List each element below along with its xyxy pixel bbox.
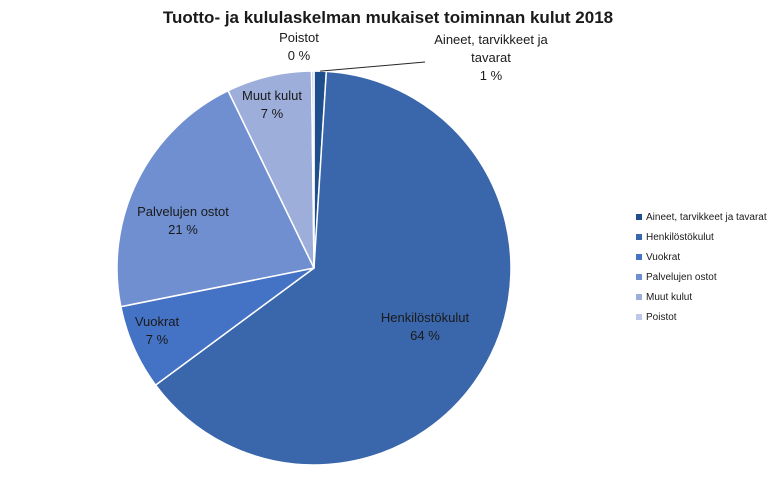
legend: Aineet, tarvikkeet ja tavarat Henkilöstök…	[636, 212, 767, 323]
slice-percent-aineet-tarvikkeet-ja-tavarat: 1 %	[480, 68, 503, 83]
slice-label-muut-kulut: Muut kulut	[242, 88, 302, 103]
legend-swatch-muut-kulut	[636, 294, 642, 300]
slice-percent-palvelujen-ostot: 21 %	[168, 222, 198, 237]
slice-label-vuokrat: Vuokrat	[135, 314, 180, 329]
legend-swatch-poistot	[636, 314, 642, 320]
pie-slice-palvelujen-ostot	[116, 89, 316, 308]
pie-slice-henkilostokulut	[154, 70, 512, 466]
slice-label-palvelujen-ostot: Palvelujen ostot	[137, 204, 229, 219]
legend-swatch-vuokrat	[636, 254, 642, 260]
legend-label-henkilostokulut: Henkilöstökulut	[646, 232, 714, 243]
slice-percent-vuokrat: 7 %	[146, 332, 169, 347]
slice-label-aineet-tarvikkeet-ja-tavarat: Aineet, tarvikkeet ja	[434, 32, 548, 47]
legend-label-muut-kulut: Muut kulut	[646, 292, 692, 303]
slice-label-poistot: Poistot	[279, 30, 319, 45]
legend-label-vuokrat: Vuokrat	[646, 252, 680, 263]
slice-label-henkilostokulut: Henkilöstökulut	[381, 310, 470, 325]
slice-labels: Aineet, tarvikkeet ja tavarat 1 % Henkilöst…	[135, 30, 549, 347]
legend-swatch-henkilostokulut	[636, 234, 642, 240]
slice-percent-henkilostokulut: 64 %	[410, 328, 440, 343]
slice-percent-muut-kulut: 7 %	[261, 106, 284, 121]
legend-label-palvelujen-ostot: Palvelujen ostot	[646, 272, 717, 283]
legend-swatch-palvelujen-ostot	[636, 274, 642, 280]
legend-label-aineet-tarvikkeet-ja-tavarat: Aineet, tarvikkeet ja tavarat	[646, 212, 767, 223]
legend-label-poistot: Poistot	[646, 312, 677, 323]
legend-swatch-aineet-tarvikkeet-ja-tavarat	[636, 214, 642, 220]
chart-title: Tuotto- ja kululaskelman mukaiset toimin…	[163, 8, 613, 27]
leader-line-aineet-tarvikkeet-ja-tavarat	[320, 61, 426, 72]
slice-label-aineet-tarvikkeet-ja-tavarat: tavarat	[471, 50, 511, 65]
pie-slices	[116, 70, 512, 466]
slice-percent-poistot: 0 %	[288, 48, 311, 63]
pie-slice-poistot	[310, 70, 315, 269]
